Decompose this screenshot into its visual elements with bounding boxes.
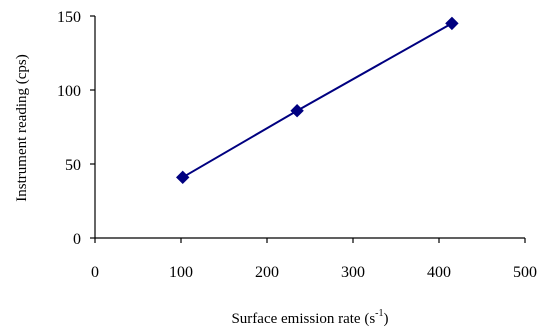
y-tick-label: 100: [57, 83, 81, 100]
series-line: [182, 22, 453, 179]
x-tick-label: 0: [91, 264, 99, 281]
x-tick-label: 500: [513, 264, 537, 281]
x-axis-title-main: Surface emission rate (s: [231, 311, 375, 327]
y-axis-title: Instrument reading (cps): [14, 54, 30, 201]
series: [176, 16, 459, 185]
x-tick-label: 400: [427, 264, 451, 281]
data-point: [290, 104, 304, 118]
data-point: [445, 16, 459, 31]
y-tick-label: 50: [65, 157, 81, 174]
x-tick-label: 300: [341, 264, 365, 281]
x-axis-title-superscript: -1: [375, 308, 383, 319]
x-tick-label: 100: [169, 264, 193, 281]
y-tick-label: 150: [57, 9, 81, 26]
ticks: 0 100 200 300 400 500 0 50 100 150: [57, 9, 537, 281]
x-axis-title-close: ): [384, 311, 389, 327]
data-point: [176, 170, 190, 185]
x-axis-title: Surface emission rate (s-1): [231, 308, 388, 327]
x-tick-label: 200: [255, 264, 279, 281]
y-tick-label: 0: [73, 231, 81, 248]
axes: [94, 16, 525, 239]
